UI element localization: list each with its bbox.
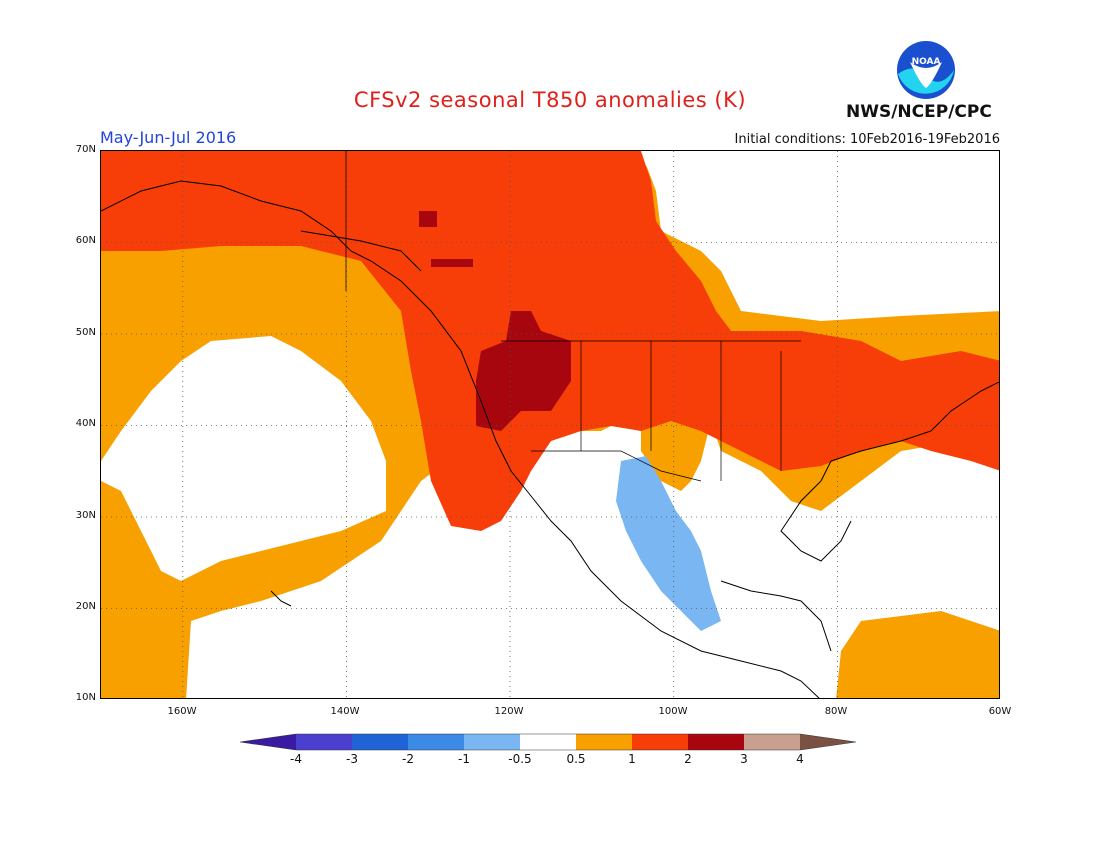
- colorbar-label: -4: [290, 752, 302, 766]
- lat-label-10n: 10N: [75, 692, 96, 703]
- lat-label-40n: 40N: [75, 418, 96, 429]
- colorbar-label: -3: [346, 752, 358, 766]
- colorbar-swatch: [296, 734, 352, 750]
- agency-label: NWS/NCEP/CPC: [846, 102, 992, 122]
- colorbar-outline: [239, 733, 857, 751]
- anomaly-region-white-south: [421, 511, 861, 698]
- colorbar-swatch: [632, 734, 688, 750]
- map-title: CFSv2 seasonal T850 anomalies (K): [353, 88, 747, 112]
- anomaly-region-darkred-small: [419, 211, 437, 227]
- map-canvas: [101, 151, 999, 698]
- colorbar-label: 1: [628, 752, 636, 766]
- lat-label-30n: 30N: [75, 510, 96, 521]
- lon-label-140w: 140W: [330, 706, 360, 717]
- anomaly-region-white-arctic: [636, 151, 999, 311]
- colorbar-label: 0.5: [566, 752, 586, 766]
- colorbar-swatch: [408, 734, 464, 750]
- anomaly-region-blue: [616, 456, 721, 631]
- colorbar-swatch: [464, 734, 520, 750]
- colorbar-label: -2: [402, 752, 414, 766]
- forecast-period: May-Jun-Jul 2016: [100, 128, 237, 147]
- colorbar-label: 4: [796, 752, 804, 766]
- lon-label-100w: 100W: [658, 706, 688, 717]
- anomaly-region-white-pacific: [101, 336, 386, 581]
- colorbar-label: 2: [684, 752, 692, 766]
- colorbar-label: -0.5: [508, 752, 532, 766]
- graticule: [101, 151, 999, 698]
- lat-label-60n: 60N: [75, 235, 96, 246]
- colorbar-swatch: [688, 734, 744, 750]
- logo-text: NOAA: [912, 57, 941, 67]
- lat-label-70n: 70N: [75, 144, 96, 155]
- colorbar-label: -1: [458, 752, 470, 766]
- borders: [345, 151, 801, 482]
- colorbar-swatch: [744, 734, 800, 750]
- lat-label-20n: 20N: [75, 601, 96, 612]
- coastlines: [101, 180, 999, 698]
- colorbar-swatch-max: [800, 734, 856, 750]
- lon-label-80w: 80W: [824, 706, 848, 717]
- lon-label-160w: 160W: [167, 706, 197, 717]
- lon-label-120w: 120W: [494, 706, 524, 717]
- colorbar-swatch: [520, 734, 576, 750]
- lon-label-60w: 60W: [988, 706, 1012, 717]
- colorbar-swatch-min: [240, 734, 296, 750]
- colorbar-swatch: [576, 734, 632, 750]
- colorbar-label: 3: [740, 752, 748, 766]
- lat-label-50n: 50N: [75, 327, 96, 338]
- initial-conditions: Initial conditions: 10Feb2016-19Feb2016: [734, 132, 1000, 147]
- anomaly-map: [100, 150, 1000, 699]
- colorbar-swatch: [352, 734, 408, 750]
- noaa-logo-icon: NOAA: [897, 41, 955, 99]
